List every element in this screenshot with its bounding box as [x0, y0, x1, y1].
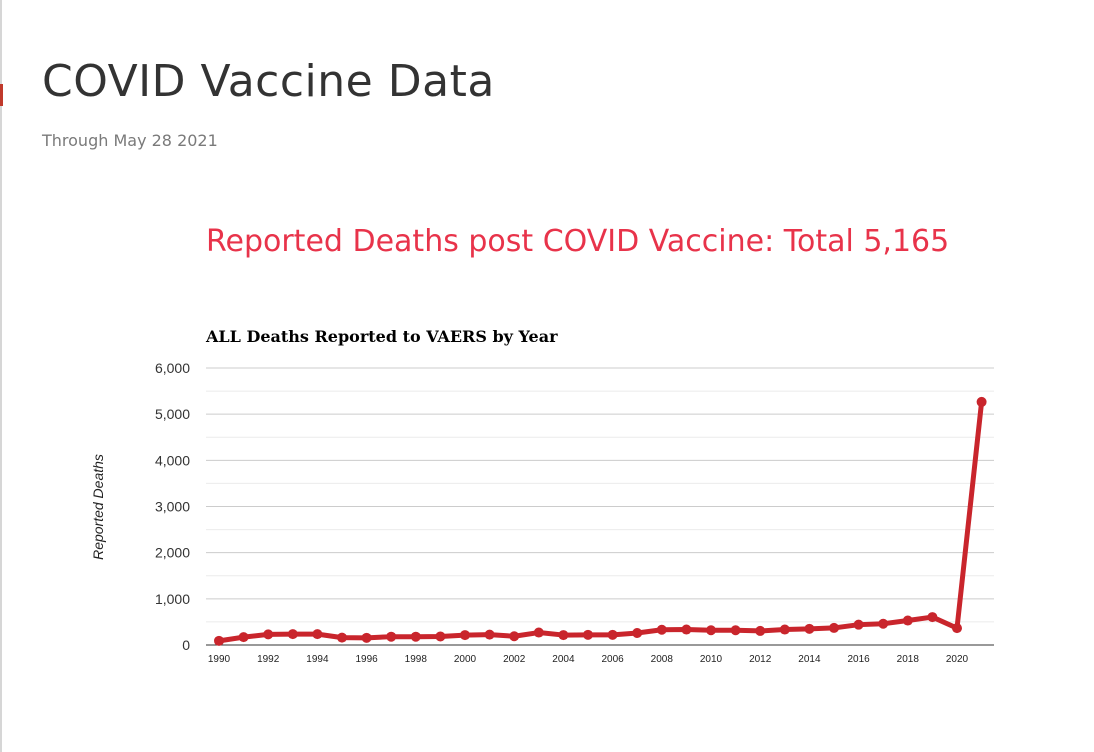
data-point [583, 629, 593, 640]
data-point [853, 619, 864, 630]
data-point [533, 627, 544, 638]
data-point [312, 629, 323, 640]
data-point [509, 631, 520, 642]
data-point [902, 615, 913, 626]
data-point [952, 623, 962, 634]
x-tick-label: 1994 [306, 654, 329, 665]
y-tick-label: 5,000 [155, 406, 190, 422]
y-tick-label: 4,000 [155, 452, 190, 468]
data-point [410, 631, 421, 642]
data-point [779, 624, 790, 635]
data-point [976, 396, 987, 407]
data-point [263, 629, 274, 640]
chart-heading: Reported Deaths post COVID Vaccine: Tota… [206, 224, 950, 259]
data-point [755, 625, 766, 636]
data-point [632, 627, 643, 638]
y-tick-label: 3,000 [155, 499, 190, 515]
data-point [337, 632, 347, 643]
data-point [681, 624, 692, 635]
data-point [287, 629, 298, 640]
data-point [238, 632, 249, 643]
data-point [706, 625, 716, 636]
data-point [558, 630, 569, 641]
x-tick-label: 2006 [601, 654, 624, 665]
data-point [386, 631, 397, 642]
axes: 0 1,000 2,000 3,000 4,000 5,000 6,000 1990 1992 1… [155, 360, 994, 665]
x-tick-label: 2014 [798, 654, 821, 665]
data-point [435, 631, 446, 642]
data-point [607, 629, 618, 640]
data-point [460, 630, 470, 641]
left-edge-rule [0, 0, 2, 752]
y-tick-label: 2,000 [155, 545, 190, 561]
x-tick-label: 1998 [405, 654, 428, 665]
x-tick-label: 2002 [503, 654, 526, 665]
x-tick-label: 2004 [552, 654, 575, 665]
data-point [656, 624, 667, 635]
data-point [927, 612, 938, 623]
y-tick-label: 6,000 [155, 360, 190, 376]
data-point [878, 618, 889, 629]
y-tick-label: 0 [182, 637, 190, 653]
data-point [804, 623, 815, 634]
data-point [361, 632, 372, 643]
y-tick-label: 1,000 [155, 591, 190, 607]
data-point [730, 625, 741, 636]
x-tick-label: 2020 [946, 654, 969, 665]
left-edge-accent [0, 84, 3, 106]
x-tick-label: 1996 [355, 654, 378, 665]
series-line [216, 399, 985, 644]
x-tick-label: 2008 [651, 654, 674, 665]
page-subtitle: Through May 28 2021 [42, 131, 218, 150]
x-tick-label: 2012 [749, 654, 772, 665]
data-point [214, 635, 224, 646]
chart-title: ALL Deaths Reported to VAERS by Year [205, 327, 558, 346]
x-tick-label: 2016 [847, 654, 870, 665]
data-point [829, 622, 839, 633]
gridlines [206, 367, 994, 623]
x-tick-label: 2010 [700, 654, 723, 665]
series-layer [214, 396, 987, 646]
x-tick-label: 2018 [897, 654, 920, 665]
x-tick-label: 2000 [454, 654, 477, 665]
x-tick-label: 1992 [257, 654, 280, 665]
data-point [484, 629, 495, 640]
page-title: COVID Vaccine Data [42, 56, 495, 107]
x-tick-label: 1990 [208, 654, 231, 665]
y-axis-label: Reported Deaths [90, 454, 106, 560]
